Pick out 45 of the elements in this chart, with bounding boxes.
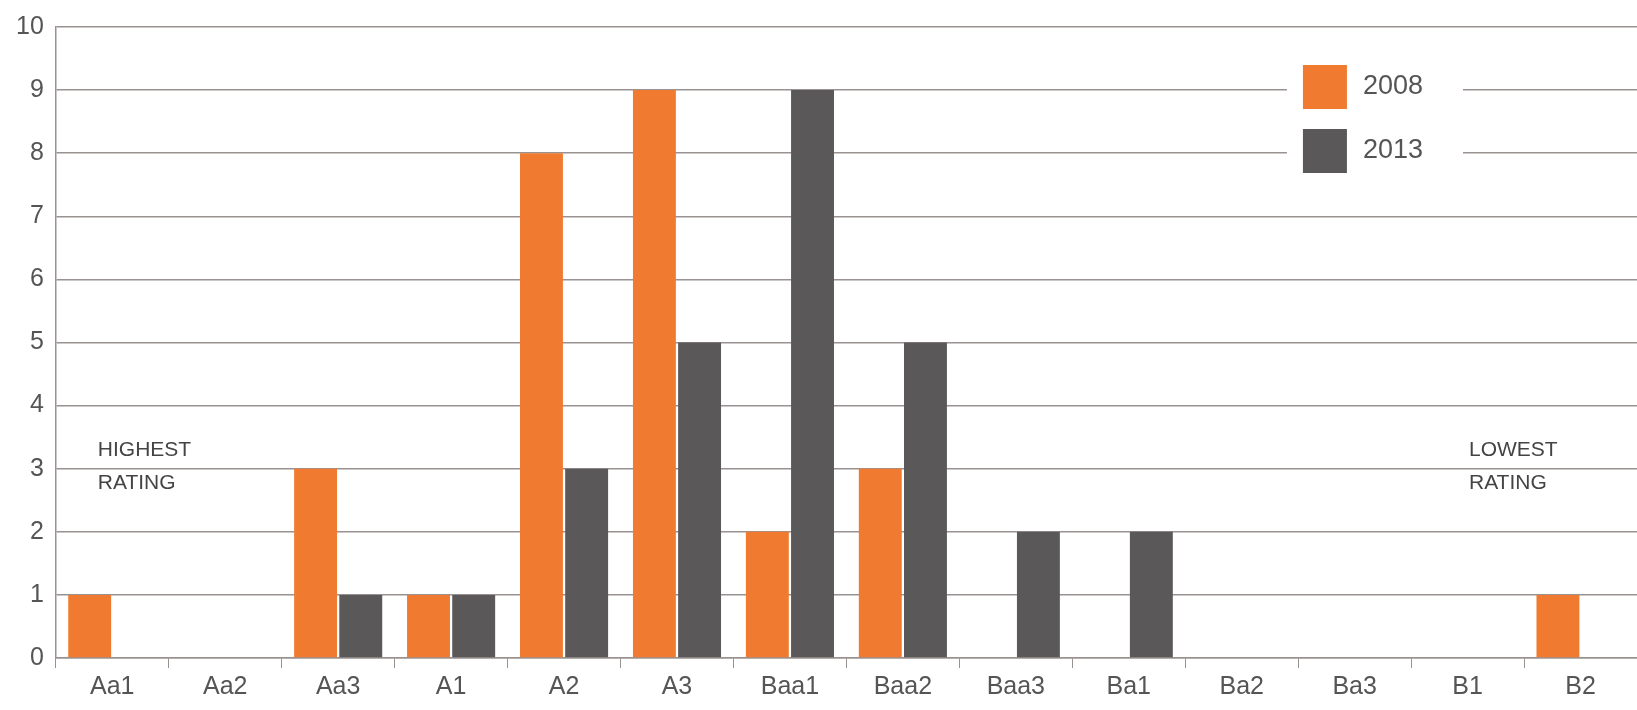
legend-label: 2008 (1362, 70, 1424, 101)
bar (1016, 531, 1060, 658)
annotation: LOWEST RATING (1469, 437, 1558, 493)
x-tick-label: Ba3 (1332, 670, 1377, 699)
y-tick-label: 8 (29, 137, 44, 166)
bar (452, 594, 496, 658)
x-tick-label: A3 (661, 670, 693, 699)
x-tick-label: A2 (548, 670, 580, 699)
x-tick-label: B1 (1452, 670, 1483, 699)
bar (68, 594, 112, 658)
bar (678, 342, 722, 658)
y-tick-label: 1 (29, 578, 44, 607)
x-tick-label: Aa3 (315, 670, 361, 699)
x-tick-label: Ba2 (1219, 670, 1264, 699)
x-tick-label: Baa1 (760, 670, 820, 699)
bar (745, 531, 789, 658)
x-tick-label: Baa2 (873, 670, 933, 699)
bar (632, 90, 676, 658)
bar (904, 342, 947, 658)
bar (294, 468, 338, 658)
y-tick-label: 5 (29, 326, 44, 355)
bar (407, 594, 450, 658)
y-tick-label: 2 (29, 515, 44, 544)
x-tick-label: Aa1 (90, 670, 135, 699)
y-tick-label: 0 (29, 641, 44, 670)
y-tick-label: 10 (16, 10, 44, 39)
bar (791, 90, 834, 658)
x-tick-label: Baa3 (986, 670, 1046, 699)
legend-label: 2013 (1362, 134, 1424, 165)
x-tick-label: B2 (1565, 670, 1596, 699)
y-tick-label: 3 (29, 452, 44, 481)
y-tick-label: 9 (29, 73, 44, 102)
x-tick-label: Ba1 (1106, 670, 1151, 699)
x-tick-label: A1 (435, 670, 467, 699)
y-tick-label: 6 (29, 263, 44, 292)
annotation: HIGHEST RATING (97, 437, 192, 493)
bar (1129, 531, 1173, 658)
bar (520, 153, 563, 658)
bar (565, 468, 609, 658)
bar (1536, 594, 1580, 658)
y-tick-label: 7 (29, 200, 44, 229)
bar (858, 468, 902, 658)
bar (339, 594, 383, 658)
x-tick-label: Aa2 (202, 670, 248, 699)
y-tick-label: 4 (29, 389, 44, 418)
